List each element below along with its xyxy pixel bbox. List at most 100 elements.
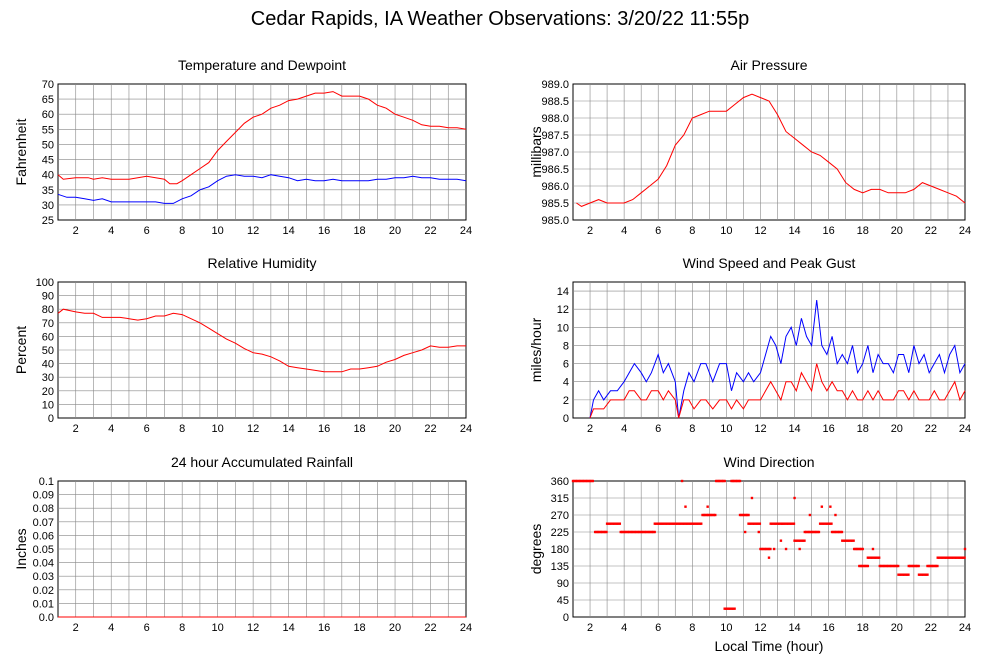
direction-point: [636, 530, 639, 534]
direction-point: [694, 522, 697, 525]
direction-point: [823, 522, 826, 525]
direction-point: [785, 522, 789, 525]
y-tick-label: 0.02: [33, 585, 54, 597]
direction-point: [873, 556, 877, 559]
x-tick-label: 16: [823, 225, 835, 237]
direction-point: [646, 530, 649, 534]
direction-point: [930, 564, 933, 568]
x-tick-label: 12: [754, 622, 766, 634]
y-tick-label: 10: [42, 399, 54, 411]
direction-point: [776, 522, 779, 525]
direction-point: [798, 547, 801, 551]
direction-point: [854, 547, 857, 551]
direction-point: [581, 479, 585, 483]
direction-point: [857, 547, 860, 551]
direction-point: [879, 564, 883, 568]
y-axis-label: degrees: [528, 524, 544, 575]
direction-point: [926, 564, 929, 568]
direction-point: [888, 564, 891, 568]
direction-point: [711, 513, 714, 517]
direction-point: [908, 564, 912, 568]
direction-point: [821, 522, 825, 525]
direction-point: [617, 522, 620, 525]
direction-point: [777, 522, 781, 525]
direction-point: [692, 522, 696, 525]
direction-point: [927, 564, 931, 568]
direction-point: [931, 564, 935, 568]
direction-point: [670, 522, 673, 525]
direction-point: [887, 564, 890, 568]
direction-point: [610, 522, 613, 525]
direction-point: [936, 564, 939, 568]
direction-point: [733, 479, 736, 483]
direction-point: [750, 522, 753, 525]
direction-point: [598, 530, 601, 534]
x-tick-label: 18: [857, 423, 869, 435]
direction-point: [643, 530, 646, 534]
direction-point: [595, 530, 598, 534]
x-tick-label: 22: [424, 622, 436, 634]
direction-point: [585, 479, 589, 483]
y-tick-label: 0.06: [33, 530, 54, 542]
y-tick-label: 80: [42, 304, 54, 316]
x-tick-label: 4: [108, 622, 114, 634]
direction-point: [937, 556, 941, 559]
direction-point: [914, 564, 918, 568]
direction-point: [698, 522, 702, 525]
x-tick-label: 10: [212, 622, 224, 634]
direction-point: [680, 479, 684, 483]
direction-point: [751, 522, 754, 525]
y-tick-label: 0: [563, 612, 569, 624]
y-tick-label: 10: [557, 322, 569, 334]
direction-point: [954, 556, 958, 559]
direction-point: [794, 539, 798, 542]
x-tick-label: 2: [73, 423, 79, 435]
y-tick-label: 2: [563, 395, 569, 407]
direction-point: [763, 547, 766, 551]
direction-point: [835, 530, 838, 534]
direction-point: [881, 564, 884, 568]
direction-point: [722, 479, 725, 483]
direction-point: [745, 513, 749, 517]
direction-point: [633, 530, 637, 534]
x-tick-label: 22: [925, 423, 937, 435]
direction-point: [868, 556, 871, 559]
direction-point: [960, 556, 963, 559]
direction-point: [896, 564, 900, 568]
direction-point: [653, 522, 657, 525]
direction-point: [885, 564, 889, 568]
direction-point: [787, 522, 790, 525]
direction-point: [852, 539, 855, 542]
direction-point: [593, 530, 597, 534]
y-tick-label: 45: [42, 155, 54, 167]
direction-point: [950, 556, 954, 559]
direction-point: [869, 556, 872, 559]
x-tick-label: 4: [108, 225, 114, 237]
direction-point: [800, 539, 803, 542]
direction-point: [858, 547, 862, 551]
direction-point: [849, 539, 852, 542]
y-tick-label: 6: [563, 359, 569, 371]
direction-point: [766, 547, 769, 551]
direction-point: [596, 530, 600, 534]
x-tick-label: 16: [318, 423, 330, 435]
direction-point: [708, 513, 711, 517]
chart-title: Temperature and Dewpoint: [178, 57, 346, 73]
series-line-1: [57, 174, 467, 204]
direction-point: [727, 607, 731, 610]
direction-point: [784, 547, 788, 551]
direction-point: [678, 522, 682, 525]
direction-point: [618, 522, 622, 525]
direction-point: [743, 513, 746, 517]
direction-point: [734, 479, 737, 483]
direction-point: [862, 564, 865, 568]
direction-point: [744, 513, 747, 517]
direction-point: [573, 479, 576, 483]
x-tick-label: 2: [587, 225, 593, 237]
x-tick-label: 2: [73, 225, 79, 237]
direction-point: [673, 522, 676, 525]
direction-point: [712, 513, 716, 517]
direction-point: [760, 547, 764, 551]
direction-point: [846, 539, 850, 542]
